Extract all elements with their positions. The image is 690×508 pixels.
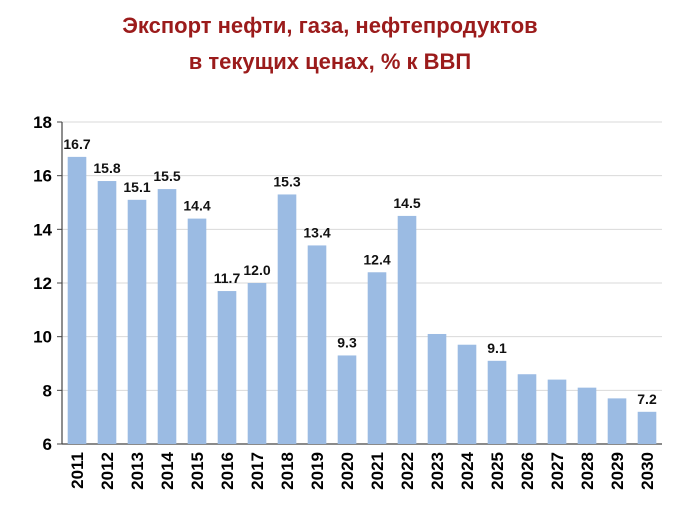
bar-2024 [457,344,477,444]
data-label-2012: 15.8 [93,160,120,176]
bar-2011 [67,156,87,444]
x-tick-label-2021: 2021 [368,452,387,490]
data-label-2030: 7.2 [637,391,657,407]
x-tick-label-2022: 2022 [398,452,417,490]
chart-title-line-2: в текущих ценах, % к ВВП [188,49,472,74]
y-tick-label: 6 [43,435,52,454]
x-tick-label-2016: 2016 [218,452,237,490]
data-label-2022: 14.5 [393,195,420,211]
bar-2017 [247,283,267,444]
x-tick-label-2023: 2023 [428,452,447,490]
y-tick-label: 18 [33,113,52,132]
chart-title-line-1: Экспорт нефти, газа, нефтепродуктов [122,13,538,38]
data-labels: 16.715.815.115.514.4 11.712.0 15.3 13.4 9.3 1… [63,136,657,407]
y-tick-label: 16 [33,167,52,186]
y-tick-label: 8 [43,381,52,400]
bar-2022 [397,215,417,444]
x-tick-label-2019: 2019 [308,452,327,490]
bar-2025 [487,360,507,444]
x-tick-label-2020: 2020 [338,452,357,490]
bar-2013 [127,199,147,444]
data-label-2020: 9.3 [337,334,357,350]
data-label-2011: 16.7 [63,136,90,152]
bar-2028 [577,387,597,444]
bar-2026 [517,374,537,444]
x-tick-label-2014: 2014 [158,451,177,489]
data-label-2015: 14.4 [183,198,210,214]
data-label-2021: 12.4 [363,251,390,267]
y-tick-labels: 6 8 10 12 14 16 18 [33,113,52,454]
x-tick-label-2012: 2012 [98,452,117,490]
x-tick-label-2013: 2013 [128,452,147,490]
gridlines [62,121,662,391]
x-tick-label-2028: 2028 [578,452,597,490]
data-label-2025: 9.1 [487,340,507,356]
y-tick-label: 10 [33,328,52,347]
data-label-2018: 15.3 [273,173,300,189]
bar-2019 [307,245,327,444]
data-label-2013: 15.1 [123,179,150,195]
x-tick-labels: 2011 2012 2013 2014 2015 2016 2017 2018 2019 2020… [68,451,657,489]
y-tick-label: 12 [33,274,52,293]
bar-2016 [217,291,237,444]
data-label-2017: 12.0 [243,262,270,278]
bar-2023 [427,333,447,444]
x-tick-label-2015: 2015 [188,452,207,490]
x-tick-label-2027: 2027 [548,452,567,490]
x-tick-label-2029: 2029 [608,452,627,490]
x-tick-label-2025: 2025 [488,452,507,490]
y-tick-label: 14 [33,220,52,239]
bar-2014 [157,189,177,444]
x-tick-label-2026: 2026 [518,452,537,490]
bar-2012 [97,181,117,445]
x-tick-label-2017: 2017 [248,452,267,490]
bar-2029 [607,398,627,444]
bars [67,156,657,445]
data-label-2014: 15.5 [153,168,180,184]
data-label-2016: 11.7 [214,270,241,286]
bar-2015 [187,218,207,444]
bar-2020 [337,355,357,444]
bar-2027 [547,379,567,444]
bar-2021 [367,272,387,444]
x-tick-label-2018: 2018 [278,452,297,490]
x-tick-label-2030: 2030 [638,452,657,490]
x-tick-label-2011: 2011 [68,452,87,489]
bar-2018 [277,194,297,444]
data-label-2019: 13.4 [303,224,330,240]
x-tick-label-2024: 2024 [458,451,477,489]
bar-2030 [637,411,657,444]
